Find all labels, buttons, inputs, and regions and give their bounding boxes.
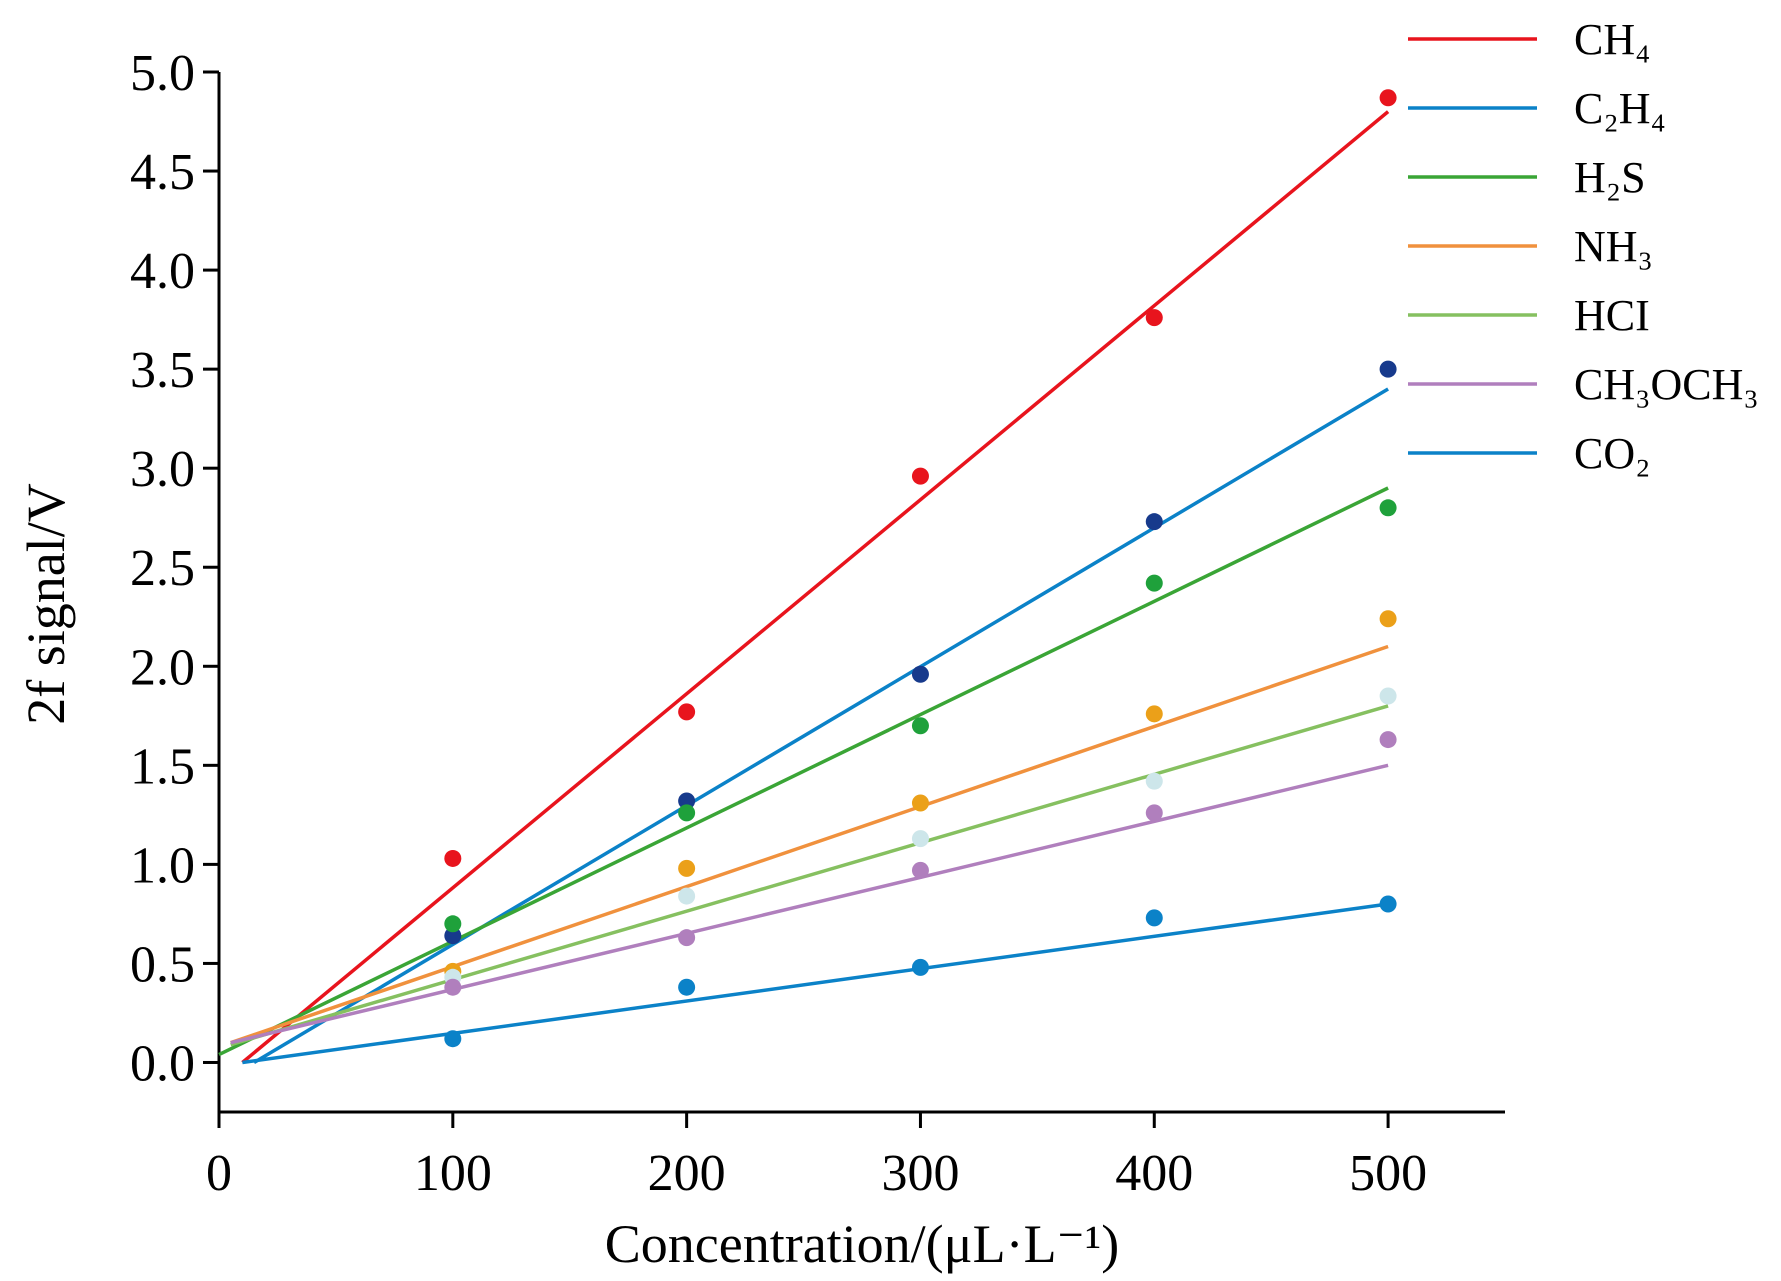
data-point	[444, 1030, 462, 1048]
data-point	[678, 929, 696, 947]
legend-label: CO₂	[1574, 429, 1650, 478]
data-point	[1379, 360, 1397, 378]
data-point	[444, 927, 462, 945]
data-point	[1145, 909, 1163, 927]
y-tick-label: 1.0	[130, 837, 195, 894]
y-tick-label: 3.0	[130, 441, 195, 498]
x-tick-label: 100	[414, 1145, 492, 1202]
y-tick-label: 2.5	[130, 540, 195, 597]
legend-label: CH₄	[1574, 15, 1650, 64]
data-point	[1145, 513, 1163, 531]
data-point	[911, 830, 929, 848]
data-point	[1145, 705, 1163, 723]
y-tick-label: 1.5	[130, 738, 195, 795]
legend-label: HCI	[1574, 291, 1650, 340]
series-fit-line	[218, 486, 1389, 1057]
data-point	[1379, 731, 1397, 749]
series-fit-line	[253, 387, 1389, 1064]
series-fit-line	[242, 902, 1389, 1065]
x-tick-label: 200	[648, 1145, 726, 1202]
data-point	[1145, 804, 1163, 822]
data-point	[911, 467, 929, 485]
legend-label: NH₃	[1574, 222, 1653, 271]
x-axis-title: Concentration/(μL·L⁻¹)	[605, 1214, 1119, 1274]
data-point	[1145, 574, 1163, 592]
series-fit-line	[230, 763, 1389, 1045]
y-tick-label: 4.5	[130, 144, 195, 201]
data-point	[444, 978, 462, 996]
data-point	[911, 717, 929, 735]
data-point	[678, 804, 696, 822]
legend: CH₄ C₂H₄ H₂S NH₃ HCI CH₃OCH₃ CO₂	[1408, 15, 1759, 478]
legend-label: CH₃OCH₃	[1574, 360, 1759, 409]
data-point	[678, 859, 696, 877]
data-point	[444, 849, 462, 867]
data-point	[911, 861, 929, 879]
y-tick-label: 2.0	[130, 639, 195, 696]
x-tick-label: 500	[1349, 1145, 1427, 1202]
data-point	[678, 978, 696, 996]
y-axis-title: 2f signal/V	[16, 483, 76, 724]
series-fit-line	[230, 704, 1389, 1047]
data-point	[1379, 610, 1397, 628]
x-tick-label: 400	[1115, 1145, 1193, 1202]
y-tick-label: 0.5	[130, 936, 195, 993]
data-point	[911, 794, 929, 812]
data-point	[678, 703, 696, 721]
data-point	[444, 915, 462, 933]
y-tick-label: 4.0	[130, 243, 195, 300]
data-point	[1145, 309, 1163, 327]
x-ticks: 0 100 200 300 400 500	[206, 1112, 1427, 1202]
data-point	[1145, 772, 1163, 790]
legend-label: H₂S	[1574, 153, 1646, 202]
data-point	[911, 958, 929, 976]
data-point	[1379, 89, 1397, 107]
y-tick-label: 3.5	[130, 342, 195, 399]
legend-label: C₂H₄	[1574, 84, 1666, 133]
y-tick-label: 0.0	[130, 1035, 195, 1092]
fit-lines	[218, 110, 1390, 1065]
data-point	[911, 665, 929, 683]
data-markers	[444, 89, 1397, 1048]
data-point	[678, 887, 696, 905]
series-fit-line	[230, 644, 1389, 1045]
y-tick-label: 5.0	[130, 45, 195, 102]
data-point	[678, 792, 696, 810]
series-fit-line	[241, 110, 1390, 1064]
x-tick-label: 300	[881, 1145, 959, 1202]
axes	[217, 72, 1505, 1114]
data-point	[1379, 499, 1397, 517]
data-point	[1379, 895, 1397, 913]
data-point	[1379, 687, 1397, 705]
x-tick-label: 0	[206, 1145, 232, 1202]
y-ticks: 0.0 0.5 1.0 1.5 2.0 2.5 3.0 3.5 4.0 4.5 5.0	[130, 45, 219, 1092]
